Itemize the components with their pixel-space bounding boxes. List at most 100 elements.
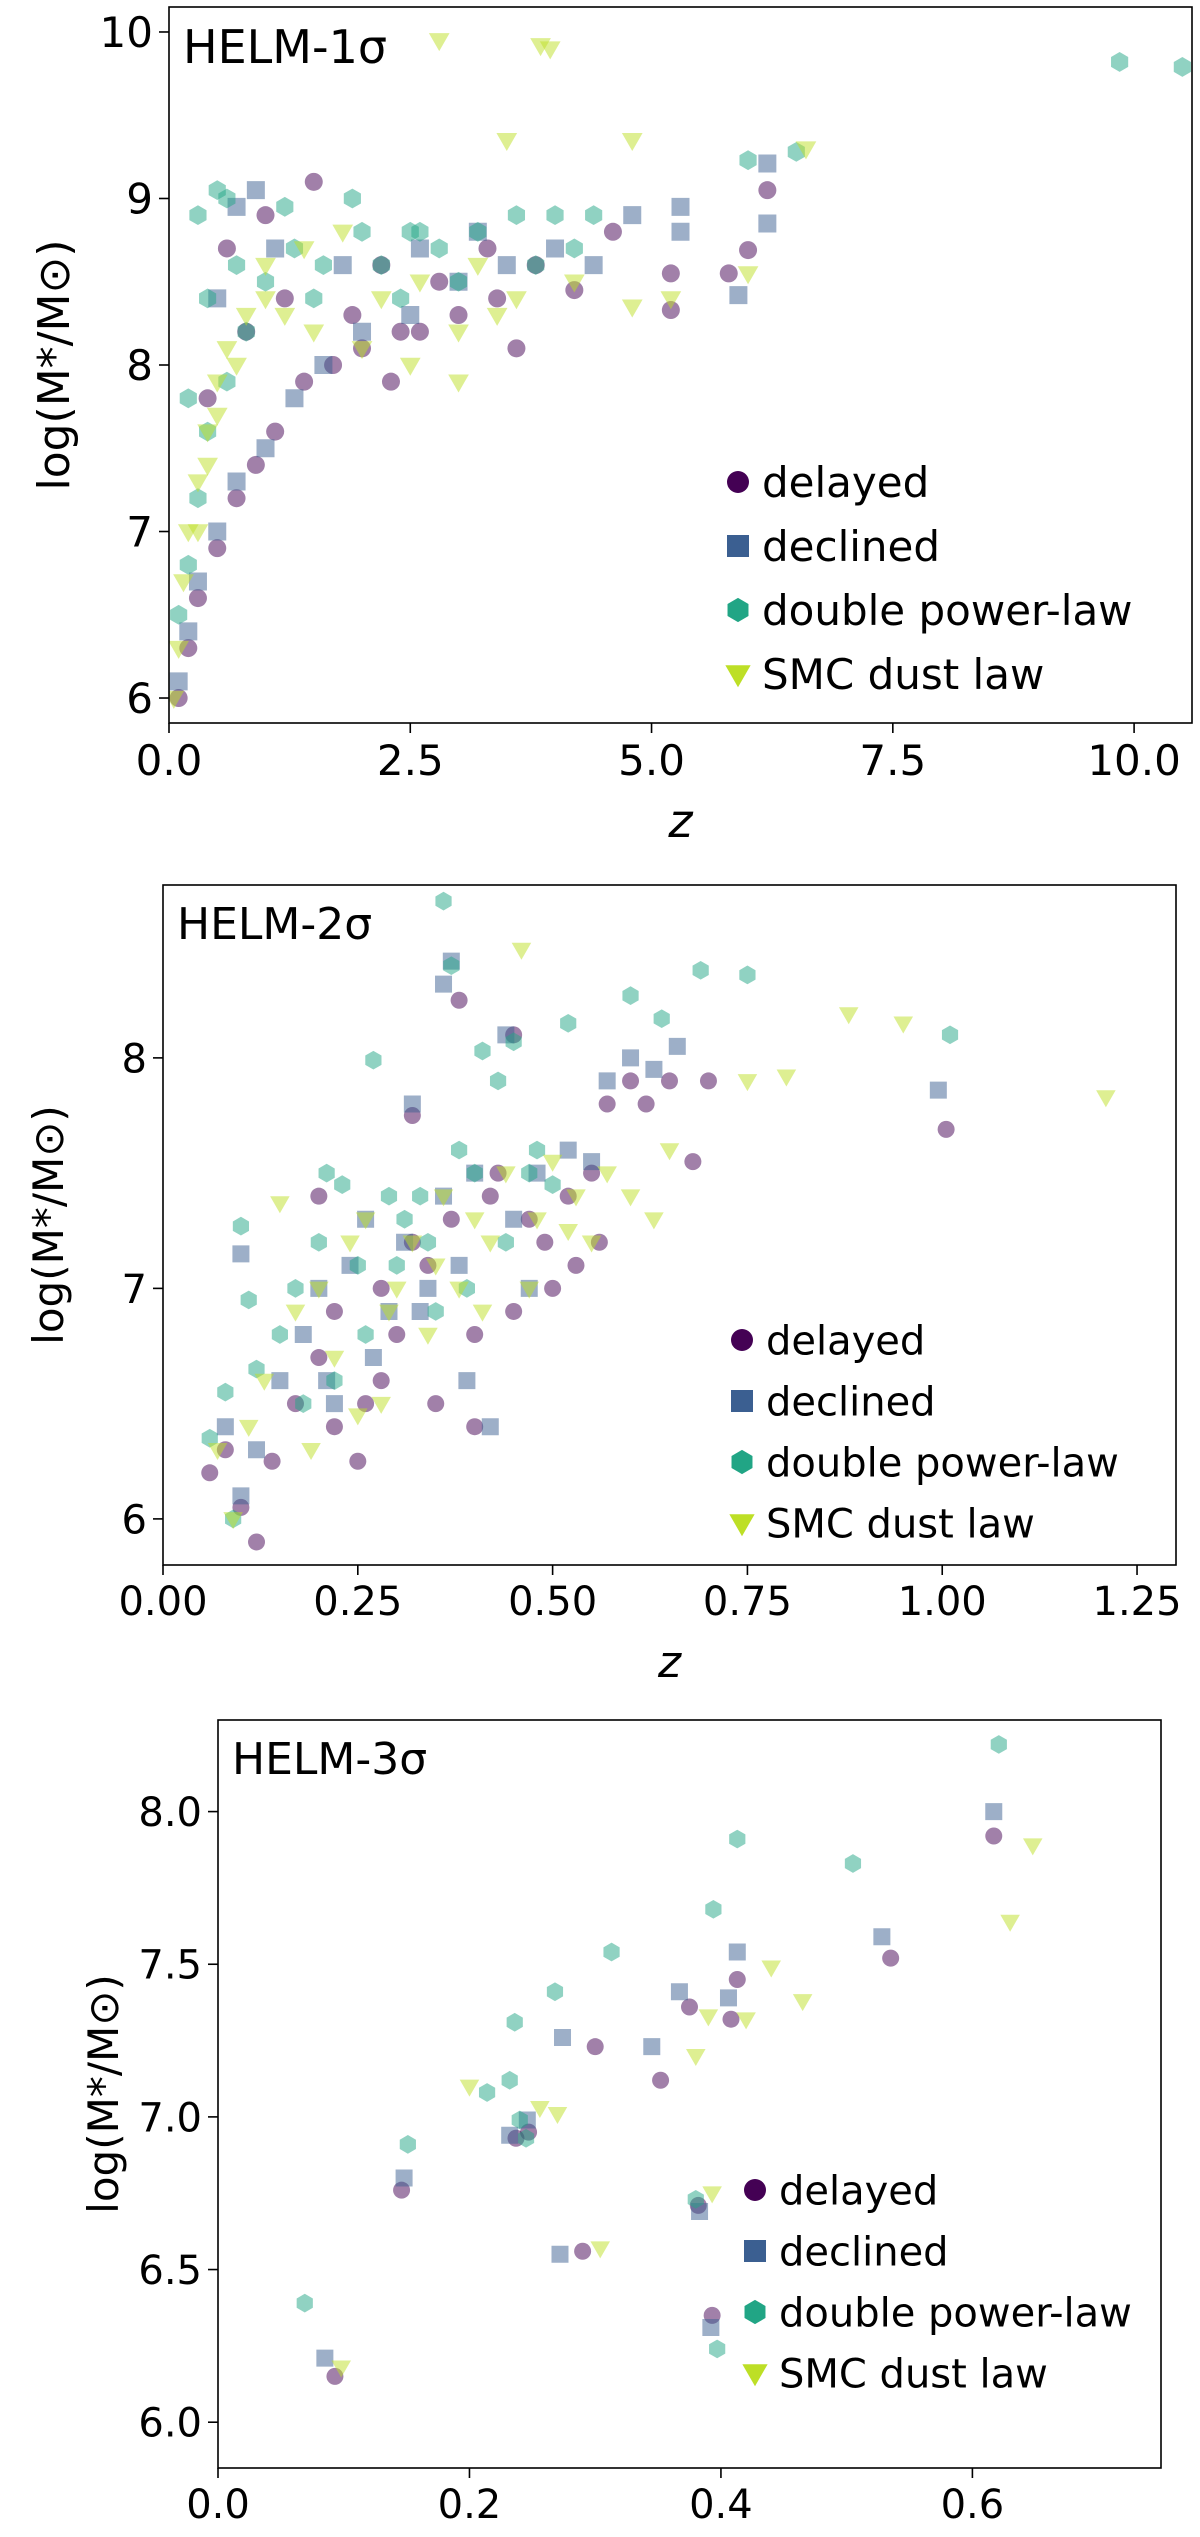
data-point — [598, 1095, 616, 1113]
x-tick-label: 0.00 — [118, 1579, 207, 1625]
data-point — [990, 1735, 1007, 1754]
data-point — [645, 1060, 663, 1078]
data-point — [637, 1095, 655, 1113]
series-smc-dust-law — [207, 942, 1116, 1530]
y-tick-label: 6.5 — [138, 2248, 202, 2294]
x-tick-label: 0.6 — [941, 2482, 1005, 2528]
data-point — [238, 1419, 259, 1437]
data-point — [728, 1971, 746, 1989]
data-point — [1000, 1914, 1020, 1932]
legend-marker — [727, 597, 749, 623]
data-point — [459, 2079, 480, 2097]
y-axis-label: log(M*/M⊙) — [79, 1974, 128, 2214]
y-axis-label: log(M*/M⊙) — [29, 239, 80, 490]
data-point — [684, 1153, 702, 1171]
y-tick-label: 8.0 — [138, 1790, 202, 1836]
data-point — [372, 1279, 390, 1297]
data-point — [235, 307, 257, 326]
x-tick-label: 10.0 — [1087, 736, 1181, 785]
legend-marker — [744, 2179, 766, 2201]
data-point — [349, 1452, 367, 1470]
data-point — [246, 181, 265, 200]
data-point — [270, 1196, 290, 1214]
data-point — [430, 272, 449, 291]
series-double-power-law — [170, 52, 1191, 625]
data-point — [296, 2293, 313, 2313]
data-point — [622, 1049, 640, 1067]
data-point — [761, 1960, 782, 1978]
data-point — [271, 1372, 289, 1390]
data-point — [449, 271, 468, 292]
data-point — [232, 1487, 250, 1505]
data-point — [478, 2083, 496, 2102]
data-points — [169, 33, 1191, 709]
data-point — [189, 488, 207, 509]
data-point — [486, 307, 508, 326]
data-point — [507, 339, 526, 358]
data-point — [179, 388, 197, 409]
y-tick-label: 7 — [126, 508, 153, 557]
data-point — [702, 2319, 720, 2337]
data-point — [411, 1302, 429, 1320]
data-point — [351, 341, 373, 360]
data-point — [266, 239, 285, 258]
data-point — [410, 239, 429, 258]
data-point — [506, 2012, 523, 2032]
data-point — [380, 1186, 398, 1206]
x-axis-label: z — [667, 794, 693, 848]
data-point — [929, 1081, 947, 1099]
y-tick-label: 6 — [126, 674, 153, 723]
legend-label: SMC dust law — [762, 650, 1044, 699]
data-point — [396, 1209, 413, 1229]
x-tick-label: 0.50 — [508, 1579, 597, 1625]
data-point — [248, 1533, 266, 1551]
data-point — [546, 239, 565, 258]
data-point — [528, 1140, 546, 1160]
data-point — [623, 206, 642, 225]
data-point — [197, 457, 218, 476]
data-point — [566, 1189, 586, 1207]
x-tick-label: 1.00 — [898, 1579, 987, 1625]
data-point — [201, 1464, 219, 1482]
data-point — [263, 1452, 281, 1470]
data-point — [401, 306, 420, 325]
data-point — [217, 1382, 234, 1402]
data-point — [256, 206, 275, 225]
series-smc-dust-law — [331, 1838, 1043, 2378]
data-point — [325, 1302, 343, 1320]
data-point — [489, 1071, 507, 1091]
data-point — [169, 640, 190, 659]
data-point — [464, 1212, 485, 1230]
data-point — [433, 1189, 454, 1207]
data-point — [285, 1304, 306, 1322]
data-point — [370, 291, 392, 310]
data-point — [372, 1372, 390, 1390]
data-point — [187, 524, 209, 543]
data-point — [430, 238, 448, 259]
data-point — [285, 389, 304, 408]
data-point — [478, 239, 497, 258]
data-point — [488, 289, 507, 308]
series-double-power-law — [296, 1735, 1007, 2359]
data-point — [201, 1428, 218, 1448]
data-point — [293, 241, 315, 260]
data-point — [227, 255, 246, 275]
data-point — [668, 1037, 686, 1055]
data-point — [737, 1074, 758, 1092]
data-point — [776, 1069, 797, 1087]
data-point — [985, 1803, 1003, 1821]
data-point — [558, 1223, 578, 1241]
data-point — [392, 288, 410, 309]
data-point — [179, 622, 198, 641]
panel-2: 0.00 0.25 0.50 0.75 1.00 1.25 6 7 8 z log(M*/M⊙) HE… — [24, 884, 1182, 1688]
data-point — [739, 150, 757, 171]
data-point — [709, 2339, 726, 2359]
data-point — [554, 2029, 572, 2047]
data-point — [661, 301, 680, 320]
legend: delayed declined double power-law SMC dust … — [729, 1318, 1119, 1547]
legend-label: SMC dust law — [779, 2351, 1048, 2397]
data-point — [505, 1302, 523, 1320]
data-point — [450, 1256, 468, 1274]
data-point — [511, 942, 532, 960]
